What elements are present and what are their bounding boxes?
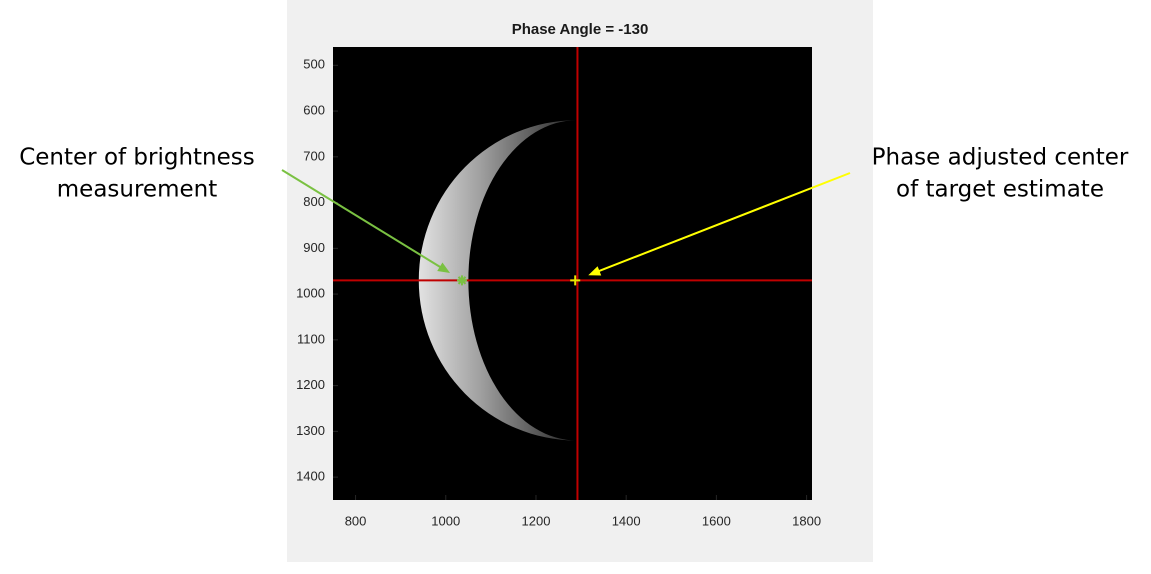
x-tick-label: 800 <box>345 513 367 528</box>
y-tick-label: 1200 <box>296 377 325 392</box>
y-tick-label: 1300 <box>296 423 325 438</box>
annotation-arrow <box>595 172 851 274</box>
crescent <box>418 120 577 441</box>
chart-title: Phase Angle = -130 <box>512 21 649 38</box>
y-tick-label: 1000 <box>296 286 325 301</box>
x-tick-label: 1000 <box>431 513 460 528</box>
x-tick-label: 1400 <box>612 513 641 528</box>
annotation-text: Center of brightness <box>19 145 255 171</box>
y-tick-label: 700 <box>303 148 325 163</box>
y-tick-label: 800 <box>303 194 325 209</box>
annotation-text: of target estimate <box>896 177 1104 203</box>
marker <box>456 275 467 286</box>
plot-area <box>333 47 812 500</box>
plot-layer: 800 1000 1200 1400 1600 1800 500 600 700 800 900 10… <box>296 47 821 528</box>
annotation-arrow <box>281 169 444 270</box>
annotation-text: measurement <box>57 177 217 203</box>
x-tick-label: 1200 <box>522 513 551 528</box>
annotation-text: Phase adjusted center <box>872 145 1129 171</box>
arrow-head <box>588 266 602 276</box>
x-tick-label: 1600 <box>702 513 731 528</box>
y-tick-label: 1100 <box>297 331 325 346</box>
y-tick-label: 600 <box>303 102 325 117</box>
marker <box>570 275 581 286</box>
y-tick-label: 900 <box>303 240 325 255</box>
y-tick-label: 1400 <box>296 469 325 484</box>
x-tick-label: 1800 <box>792 513 821 528</box>
y-tick-label: 500 <box>303 57 325 72</box>
arrow-head <box>437 262 451 274</box>
